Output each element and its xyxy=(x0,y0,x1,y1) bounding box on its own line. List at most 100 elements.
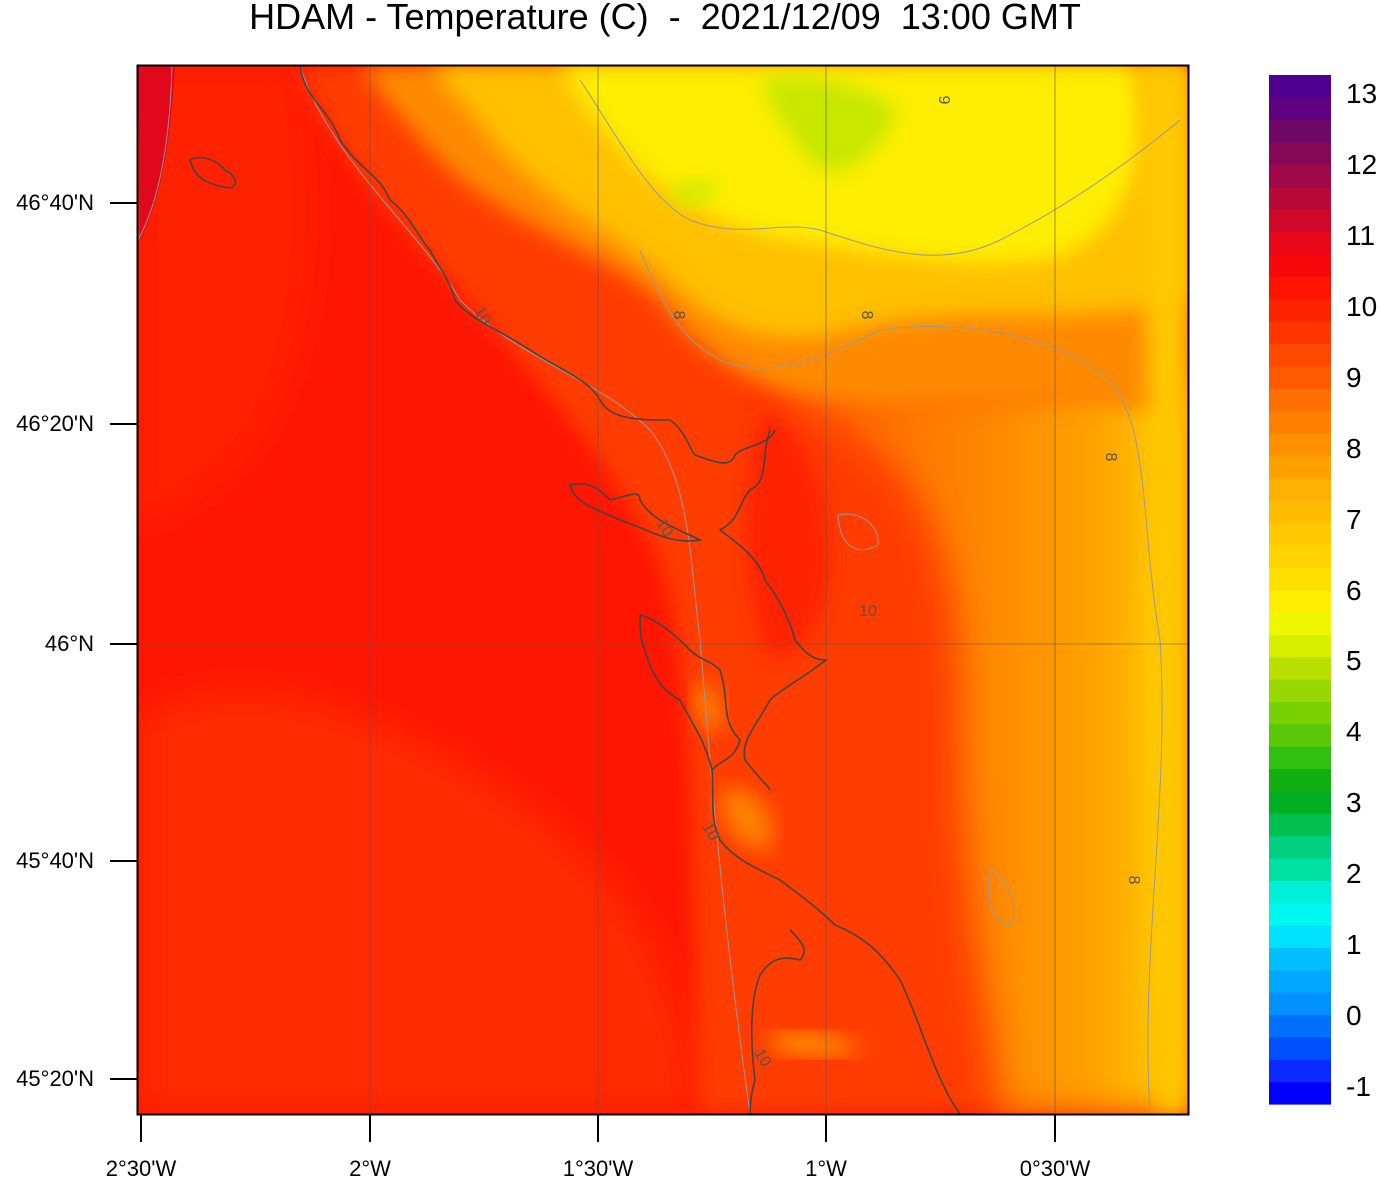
colorbar-band xyxy=(1269,455,1331,479)
lon-label: 2°W xyxy=(349,1156,391,1181)
colorbar-label: 9 xyxy=(1346,361,1362,393)
land-east-region xyxy=(760,380,1188,1114)
colorbar-band xyxy=(1269,656,1331,680)
colorbar-band xyxy=(1269,969,1331,993)
colorbar-label: 7 xyxy=(1346,503,1362,535)
coastline xyxy=(189,66,961,1114)
lat-label: 45°20'N xyxy=(16,1066,94,1091)
colorbar-band xyxy=(1269,97,1331,121)
axis-ticks xyxy=(110,202,1056,1142)
colorbar-band xyxy=(1269,902,1331,926)
east-edge-yellow xyxy=(1140,66,1188,1114)
lon-label: 2°30'W xyxy=(105,1156,177,1181)
contour-label: 8 xyxy=(1125,876,1142,885)
contour-label: 9 xyxy=(935,96,952,105)
contour-label: 8 xyxy=(1102,453,1119,462)
colorbar-band xyxy=(1269,1059,1331,1083)
contour-label: 8 xyxy=(670,311,687,320)
colorbar-band xyxy=(1269,723,1331,747)
colorbar-label: 5 xyxy=(1346,645,1362,677)
contour-label: 10 xyxy=(652,516,676,540)
warm-spot-1 xyxy=(693,680,724,732)
lat-label: 46°40'N xyxy=(16,190,94,215)
colorbar-band xyxy=(1269,1014,1331,1038)
colorbar-label: 13 xyxy=(1346,78,1378,109)
lat-label: 46°20'N xyxy=(16,411,94,436)
contour-label: 8 xyxy=(858,311,875,320)
lat-label: 46°N xyxy=(44,631,94,656)
plot-frame xyxy=(136,64,1190,1116)
colorbar-band xyxy=(1269,231,1331,255)
colorbar-band xyxy=(1269,522,1331,546)
colorbar-label: 8 xyxy=(1346,432,1362,464)
colorbar-label: 1 xyxy=(1346,929,1362,961)
colorbar-band xyxy=(1269,880,1331,904)
colorbar-label: 2 xyxy=(1346,858,1362,890)
colorbar-band xyxy=(1269,298,1331,322)
contour-label: 10 xyxy=(698,820,722,844)
colorbar-band xyxy=(1269,477,1331,501)
colorbar-band xyxy=(1269,142,1331,166)
contour-lines xyxy=(138,66,1181,1114)
colorbar-band xyxy=(1269,857,1331,881)
lon-label: 0°30'W xyxy=(1019,1156,1091,1181)
colorbar-band xyxy=(1269,746,1331,770)
cold-spot-2 xyxy=(670,178,720,206)
hot-nw-corner xyxy=(138,66,175,240)
colorbar-band xyxy=(1269,343,1331,367)
colorbar xyxy=(1269,75,1331,1105)
colorbar-label: 4 xyxy=(1346,716,1362,748)
colorbar-band xyxy=(1269,276,1331,300)
cold-spot xyxy=(760,76,900,172)
colorbar-band xyxy=(1269,768,1331,792)
colorbar-band xyxy=(1269,1081,1331,1105)
colorbar-band xyxy=(1269,209,1331,233)
colorbar-band xyxy=(1269,925,1331,949)
colorbar-band xyxy=(1269,947,1331,971)
contour-label: 10 xyxy=(470,304,494,328)
contour-label: 10 xyxy=(859,603,877,620)
colorbar-band xyxy=(1269,253,1331,277)
colorbar-label: 12 xyxy=(1346,148,1378,180)
colorbar-band xyxy=(1269,611,1331,635)
colorbar-band xyxy=(1269,790,1331,814)
colorbar-band xyxy=(1269,186,1331,210)
colorbar-band xyxy=(1269,835,1331,859)
colorbar-band xyxy=(1269,1036,1331,1060)
warm-w-region xyxy=(138,66,312,530)
colorbar-band xyxy=(1269,589,1331,613)
colorbar-band xyxy=(1269,701,1331,725)
colorbar-band xyxy=(1269,321,1331,345)
colorbar-label: -1 xyxy=(1346,1071,1371,1102)
warm-sw-region xyxy=(138,691,700,1114)
colorbar-band xyxy=(1269,388,1331,412)
colorbar-band xyxy=(1269,634,1331,658)
lon-label: 1°30'W xyxy=(562,1156,634,1181)
colorbar-label: 11 xyxy=(1346,219,1376,251)
temperature-field xyxy=(138,66,1188,1114)
colorbar-band xyxy=(1269,119,1331,143)
colorbar-band xyxy=(1269,365,1331,389)
colorbar-band xyxy=(1269,567,1331,591)
colorbar-band xyxy=(1269,992,1331,1016)
map-title: HDAM - Temperature (C) - 2021/12/09 13:0… xyxy=(249,0,1081,37)
warm-spot-3 xyxy=(770,1033,860,1056)
colorbar-label: 0 xyxy=(1346,1000,1362,1032)
hot-river-region xyxy=(746,410,830,660)
colorbar-band xyxy=(1269,75,1331,98)
colorbar-band xyxy=(1269,813,1331,837)
colorbar-band xyxy=(1269,544,1331,568)
colorbar-band xyxy=(1269,432,1331,456)
colorbar-label: 3 xyxy=(1346,787,1362,819)
colorbar-band xyxy=(1269,500,1331,523)
lon-label: 1°W xyxy=(805,1156,847,1181)
colorbar-label: 10 xyxy=(1346,290,1378,322)
colorbar-label: 6 xyxy=(1346,574,1362,606)
contour-label: 10 xyxy=(750,1046,774,1070)
lat-label: 45°40'N xyxy=(16,848,94,873)
colorbar-band xyxy=(1269,678,1331,702)
colorbar-band xyxy=(1269,164,1331,188)
colorbar-band xyxy=(1269,410,1331,434)
graticule xyxy=(138,66,1188,1114)
